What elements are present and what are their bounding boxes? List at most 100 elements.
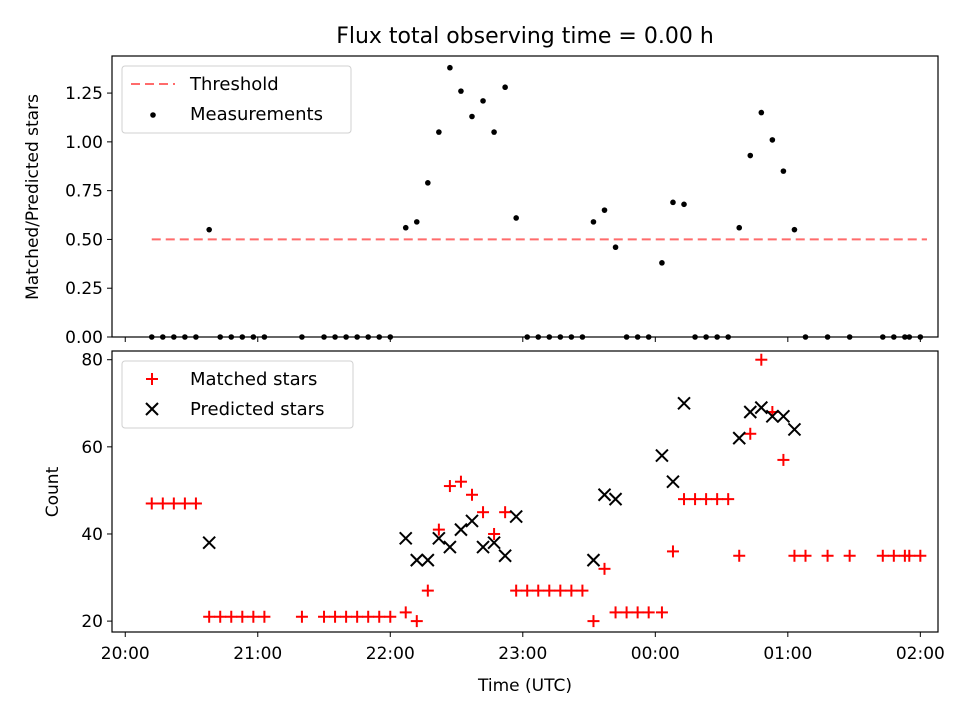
bottom-y-tick-label: 20 bbox=[81, 612, 103, 632]
matched-star-point bbox=[733, 549, 746, 562]
measurement-point bbox=[769, 137, 776, 143]
matched-star-point bbox=[655, 606, 668, 619]
matched-star-point bbox=[598, 562, 611, 575]
measurement-point bbox=[513, 215, 519, 221]
top-y-tick-label: 1.25 bbox=[65, 84, 103, 104]
matched-star-point bbox=[499, 506, 512, 519]
measurement-point bbox=[612, 244, 619, 251]
x-tick-label: 21:00 bbox=[233, 644, 282, 664]
top-y-tick-label: 0.25 bbox=[65, 279, 103, 299]
bottom-legend-box bbox=[121, 360, 354, 429]
matched-star-point bbox=[678, 493, 691, 506]
top-y-tick-label: 0.00 bbox=[65, 328, 103, 348]
predicted-star-point bbox=[399, 531, 413, 546]
measurement-point bbox=[681, 201, 687, 208]
measurement-point bbox=[747, 152, 754, 159]
matched-star-point bbox=[421, 584, 434, 597]
top-y-axis-label: Matched/Predicted stars bbox=[23, 94, 43, 300]
measurement-point bbox=[436, 129, 442, 135]
predicted-legend-swatch bbox=[145, 402, 159, 416]
matched-star-point bbox=[465, 488, 478, 501]
x-tick-label: 20:00 bbox=[101, 644, 150, 664]
bottom-y-tick-label: 80 bbox=[81, 351, 103, 371]
top-y-tick-label: 0.50 bbox=[65, 230, 103, 250]
matched-star-point bbox=[609, 606, 622, 619]
matched-legend-swatch bbox=[146, 373, 158, 385]
matched-star-point bbox=[295, 610, 308, 623]
matched-star-point bbox=[666, 545, 679, 558]
top-legend-box bbox=[121, 65, 352, 134]
measurement-point bbox=[590, 219, 597, 225]
bottom-panel: Count Time (UTC) 20 40 60 80 20:00 21:00 22:0… bbox=[43, 350, 945, 696]
top-y-tick-label: 0.75 bbox=[65, 182, 103, 202]
predicted-star-point bbox=[421, 553, 435, 567]
bottom-legend: Matched stars Predicted stars bbox=[121, 360, 354, 429]
chart-title: Flux total observing time = 0.00 h bbox=[336, 24, 714, 49]
matched-star-point bbox=[178, 497, 191, 510]
threshold-legend-label: Threshold bbox=[189, 74, 279, 95]
predicted-star-point bbox=[666, 474, 680, 489]
predicted-star-point bbox=[476, 540, 490, 554]
matched-star-point bbox=[788, 549, 801, 562]
bottom-y-tick-label: 40 bbox=[81, 525, 103, 545]
matched-star-point bbox=[876, 549, 889, 562]
predicted-star-point bbox=[765, 409, 780, 424]
top-y-ticks: 0.00 0.25 0.50 0.75 1.00 1.25 bbox=[65, 84, 112, 348]
predicted-star-point bbox=[487, 535, 501, 550]
matched-star-point bbox=[914, 549, 927, 562]
predicted-star-point bbox=[410, 553, 424, 567]
predicted-star-point bbox=[776, 409, 791, 424]
x-tick-label: 00:00 bbox=[631, 644, 680, 664]
predicted-star-point bbox=[586, 553, 601, 567]
matched-star-point bbox=[587, 615, 600, 628]
matched-star-point bbox=[843, 549, 856, 562]
matched-legend-label: Matched stars bbox=[190, 369, 317, 390]
top-panel: Flux total observing time = 0.00 h Match… bbox=[23, 24, 939, 348]
x-tick-label: 22:00 bbox=[366, 644, 415, 664]
x-tick-label: 23:00 bbox=[498, 644, 547, 664]
measurement-point bbox=[491, 129, 497, 135]
predicted-star-point bbox=[202, 535, 216, 550]
matched-star-point bbox=[410, 615, 423, 628]
matched-star-point bbox=[631, 606, 644, 619]
matched-star-point bbox=[689, 493, 702, 506]
measurement-point bbox=[780, 168, 787, 174]
x-tick-label: 01:00 bbox=[763, 644, 812, 664]
matched-star-point bbox=[744, 427, 757, 440]
matched-star-point bbox=[214, 610, 227, 623]
measurements-legend-label: Measurements bbox=[190, 104, 323, 125]
measurements-legend-swatch bbox=[150, 112, 156, 118]
matched-star-point bbox=[488, 527, 501, 540]
predicted-star-point bbox=[597, 488, 612, 502]
matched-star-point bbox=[510, 584, 523, 597]
predicted-star-point bbox=[498, 549, 512, 563]
matched-star-point bbox=[777, 453, 790, 466]
matched-star-point bbox=[903, 549, 916, 562]
matched-star-point bbox=[156, 497, 169, 510]
matched-star-point bbox=[329, 610, 342, 623]
count-points bbox=[145, 353, 927, 628]
measurement-point bbox=[469, 113, 475, 120]
matched-star-point bbox=[554, 584, 567, 597]
measurement-point bbox=[502, 84, 508, 91]
predicted-star-point bbox=[754, 400, 769, 415]
matched-star-point bbox=[236, 610, 249, 623]
matched-star-point bbox=[225, 610, 238, 623]
matched-star-point bbox=[167, 497, 180, 510]
predicted-star-point bbox=[787, 422, 802, 437]
top-y-tick-label: 1.00 bbox=[65, 133, 103, 153]
measurement-point bbox=[601, 207, 608, 213]
measurement-point bbox=[425, 180, 431, 186]
matched-star-point bbox=[821, 549, 834, 562]
matched-star-point bbox=[373, 610, 386, 623]
matched-star-point bbox=[384, 610, 397, 623]
matched-star-point bbox=[362, 610, 375, 623]
measurement-point bbox=[758, 109, 765, 116]
top-legend: Threshold Measurements bbox=[121, 65, 352, 134]
matched-star-point bbox=[642, 606, 655, 619]
matched-star-point bbox=[443, 480, 456, 493]
matched-star-point bbox=[258, 610, 271, 623]
predicted-star-point bbox=[465, 514, 479, 528]
matched-star-point bbox=[565, 584, 578, 597]
top-plot-frame bbox=[111, 55, 939, 338]
